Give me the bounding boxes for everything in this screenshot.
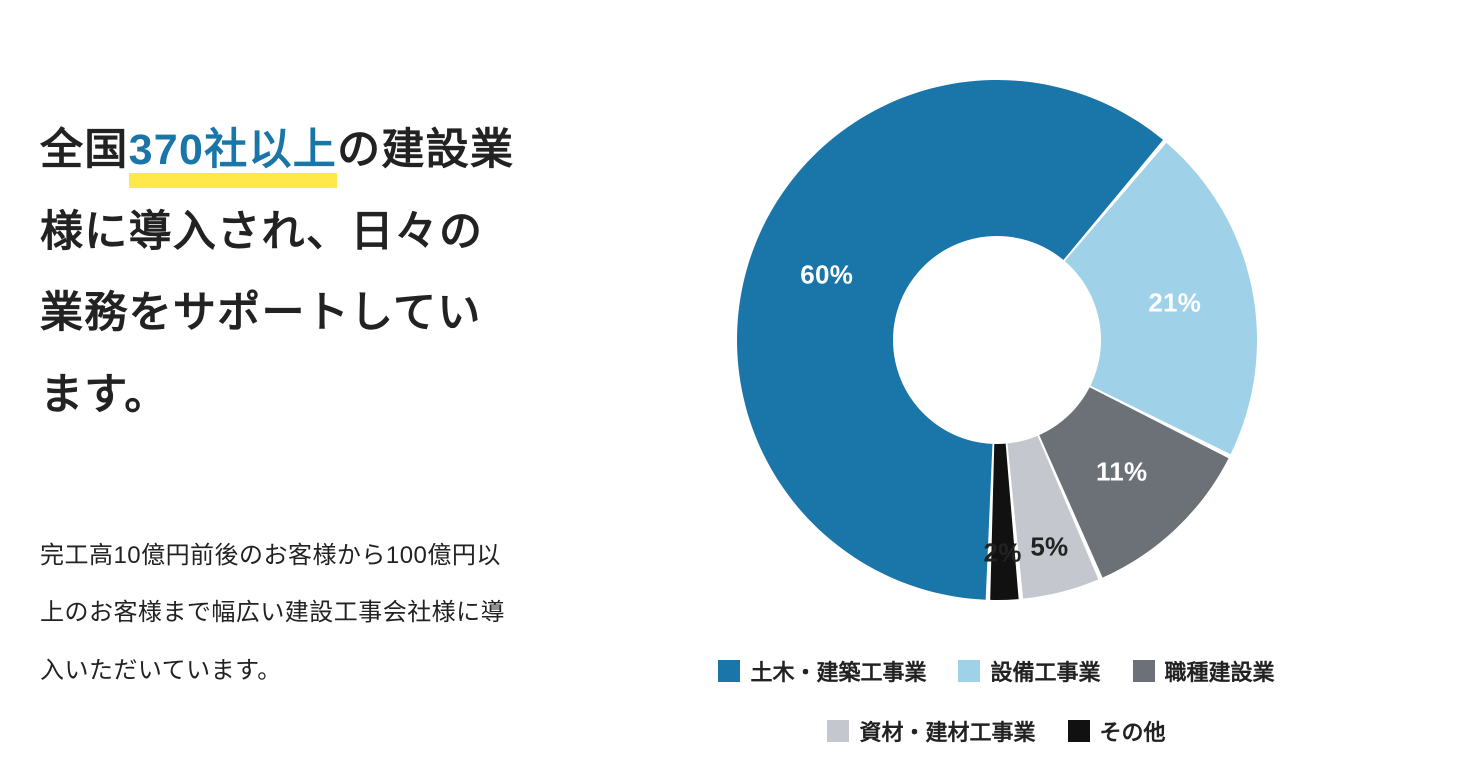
legend-label: その他 bbox=[1100, 715, 1166, 747]
legend-swatch bbox=[1068, 720, 1090, 742]
main-heading: 全国370社以上の建設業様に導入され、日々の業務をサポートしています。 bbox=[40, 110, 520, 437]
legend-label: 設備工事業 bbox=[990, 655, 1100, 687]
legend-item: 土木・建築工事業 bbox=[718, 655, 926, 687]
text-column: 全国370社以上の建設業様に導入され、日々の業務をサポートしています。 完工高1… bbox=[40, 50, 560, 700]
chart-column: 60% 21% 11% 5% 2% 土木・建築工事業 設備工事業 職種建設業資材・建材工事業… bbox=[560, 50, 1433, 747]
legend-item: その他 bbox=[1068, 715, 1166, 747]
legend-swatch bbox=[1133, 660, 1155, 682]
legend-item: 設備工事業 bbox=[958, 655, 1100, 687]
legend-swatch bbox=[827, 720, 849, 742]
chart-legend: 土木・建築工事業 設備工事業 職種建設業資材・建材工事業 その他 bbox=[637, 655, 1357, 747]
legend-label: 土木・建築工事業 bbox=[750, 655, 926, 687]
sub-paragraph: 完工高10億円前後のお客様から100億円以上のお客様まで幅広い建設工事会社様に導… bbox=[40, 527, 520, 700]
legend-swatch bbox=[958, 660, 980, 682]
legend-item: 資材・建材工事業 bbox=[827, 715, 1035, 747]
legend-swatch bbox=[718, 660, 740, 682]
slice-percent-label: 60% bbox=[800, 259, 853, 290]
legend-item: 職種建設業 bbox=[1133, 655, 1275, 687]
slice-percent-label: 2% bbox=[984, 538, 1022, 569]
slice-percent-label: 21% bbox=[1148, 288, 1201, 319]
donut-svg bbox=[717, 60, 1277, 620]
donut-chart: 60% 21% 11% 5% 2% bbox=[717, 60, 1277, 620]
legend-label: 資材・建材工事業 bbox=[859, 715, 1035, 747]
legend-label: 職種建設業 bbox=[1165, 655, 1275, 687]
slice-percent-label: 11% bbox=[1096, 457, 1147, 488]
slice-percent-label: 5% bbox=[1030, 531, 1068, 562]
heading-highlight: 370社以上 bbox=[129, 110, 337, 192]
heading-prefix: 全国 bbox=[40, 126, 129, 174]
